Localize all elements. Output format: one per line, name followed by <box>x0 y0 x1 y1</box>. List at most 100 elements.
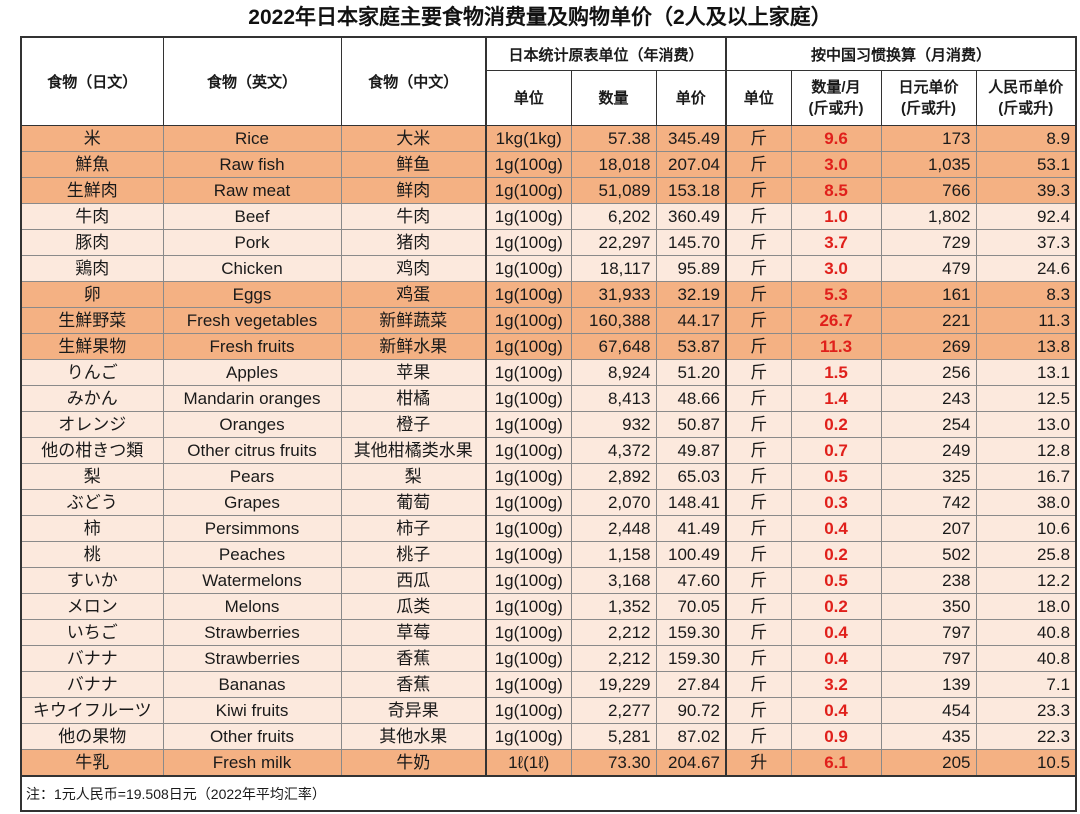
cell-japanese-name: オレンジ <box>20 411 164 438</box>
cell-monthly-quantity: 3.2 <box>790 671 882 698</box>
cell-japanese-name: ぶどう <box>20 489 164 516</box>
cell-english-name: Fresh fruits <box>162 333 342 360</box>
cell-chinese-name: 奇异果 <box>340 697 487 724</box>
header-group-converted: 按中国习惯换算（月消费） <box>725 36 1077 71</box>
cell-unit-price: 207.04 <box>655 151 727 178</box>
cell-cny-price: 8.9 <box>975 125 1077 152</box>
cell-converted-unit: 斤 <box>725 333 792 360</box>
cell-annual-quantity: 51,089 <box>570 177 657 204</box>
table-row: りんご Apples 苹果 1g(100g) 8,924 51.20 斤 1.5 256 13.1 <box>20 359 1077 386</box>
cell-original-unit: 1g(100g) <box>485 567 572 594</box>
cell-jpy-price: 742 <box>880 489 977 516</box>
cell-monthly-quantity: 1.4 <box>790 385 882 412</box>
cell-chinese-name: 柑橘 <box>340 385 487 412</box>
cell-converted-unit: 斤 <box>725 515 792 542</box>
cell-original-unit: 1g(100g) <box>485 463 572 490</box>
table-row: 梨 Pears 梨 1g(100g) 2,892 65.03 斤 0.5 325 16.7 <box>20 463 1077 490</box>
header-cny-price-label: 人民币单价 <box>988 79 1064 96</box>
cell-english-name: Pork <box>162 229 342 256</box>
cell-cny-price: 40.8 <box>975 645 1077 672</box>
cell-cny-price: 7.1 <box>975 671 1077 698</box>
cell-converted-unit: 斤 <box>725 385 792 412</box>
cell-unit-price: 345.49 <box>655 125 727 152</box>
table-header: 食物（日文） 食物（英文） 食物（中文） 日本统计原表单位（年消费） 按中国习惯… <box>20 36 1077 126</box>
cell-original-unit: 1g(100g) <box>485 645 572 672</box>
header-annual-quantity: 数量 <box>570 70 657 126</box>
cell-unit-price: 51.20 <box>655 359 727 386</box>
cell-japanese-name: 梨 <box>20 463 164 490</box>
cell-unit-price: 204.67 <box>655 749 727 777</box>
cell-english-name: Fresh milk <box>162 749 342 777</box>
cell-unit-price: 87.02 <box>655 723 727 750</box>
cell-cny-price: 11.3 <box>975 307 1077 334</box>
cell-annual-quantity: 1,352 <box>570 593 657 620</box>
cell-japanese-name: 米 <box>20 125 164 152</box>
cell-unit-price: 48.66 <box>655 385 727 412</box>
cell-annual-quantity: 18,018 <box>570 151 657 178</box>
cell-original-unit: 1g(100g) <box>485 359 572 386</box>
cell-japanese-name: 鮮魚 <box>20 151 164 178</box>
cell-monthly-quantity: 3.0 <box>790 255 882 282</box>
cell-jpy-price: 729 <box>880 229 977 256</box>
cell-annual-quantity: 57.38 <box>570 125 657 152</box>
cell-annual-quantity: 2,070 <box>570 489 657 516</box>
cell-jpy-price: 797 <box>880 619 977 646</box>
cell-chinese-name: 西瓜 <box>340 567 487 594</box>
cell-monthly-quantity: 0.4 <box>790 619 882 646</box>
cell-japanese-name: バナナ <box>20 645 164 672</box>
cell-converted-unit: 斤 <box>725 177 792 204</box>
cell-japanese-name: バナナ <box>20 671 164 698</box>
cell-english-name: Eggs <box>162 281 342 308</box>
cell-original-unit: 1g(100g) <box>485 255 572 282</box>
cell-annual-quantity: 8,413 <box>570 385 657 412</box>
cell-original-unit: 1kg(1kg) <box>485 125 572 152</box>
table-row: オレンジ Oranges 橙子 1g(100g) 932 50.87 斤 0.2 254 13.0 <box>20 411 1077 438</box>
cell-converted-unit: 斤 <box>725 697 792 724</box>
header-english-name: 食物（英文） <box>162 36 342 126</box>
cell-chinese-name: 葡萄 <box>340 489 487 516</box>
cell-original-unit: 1g(100g) <box>485 619 572 646</box>
header-converted-unit: 单位 <box>725 70 792 126</box>
cell-monthly-quantity: 0.2 <box>790 541 882 568</box>
cell-english-name: Peaches <box>162 541 342 568</box>
cell-converted-unit: 斤 <box>725 281 792 308</box>
cell-converted-unit: 斤 <box>725 125 792 152</box>
cell-cny-price: 37.3 <box>975 229 1077 256</box>
cell-unit-price: 95.89 <box>655 255 727 282</box>
cell-annual-quantity: 73.30 <box>570 749 657 777</box>
cell-original-unit: 1g(100g) <box>485 593 572 620</box>
cell-english-name: Other citrus fruits <box>162 437 342 464</box>
cell-jpy-price: 502 <box>880 541 977 568</box>
cell-chinese-name: 猪肉 <box>340 229 487 256</box>
cell-annual-quantity: 67,648 <box>570 333 657 360</box>
cell-annual-quantity: 1,158 <box>570 541 657 568</box>
cell-chinese-name: 鸡肉 <box>340 255 487 282</box>
cell-japanese-name: りんご <box>20 359 164 386</box>
cell-english-name: Raw fish <box>162 151 342 178</box>
table-row: 桃 Peaches 桃子 1g(100g) 1,158 100.49 斤 0.2 502 25.8 <box>20 541 1077 568</box>
cell-unit-price: 145.70 <box>655 229 727 256</box>
header-monthly-quantity-label: 数量/月 <box>811 79 861 96</box>
cell-jpy-price: 254 <box>880 411 977 438</box>
cell-jpy-price: 161 <box>880 281 977 308</box>
cell-converted-unit: 斤 <box>725 645 792 672</box>
cell-japanese-name: すいか <box>20 567 164 594</box>
cell-original-unit: 1g(100g) <box>485 281 572 308</box>
cell-cny-price: 13.1 <box>975 359 1077 386</box>
cell-cny-price: 12.8 <box>975 437 1077 464</box>
cell-original-unit: 1g(100g) <box>485 229 572 256</box>
cell-cny-price: 13.8 <box>975 333 1077 360</box>
cell-english-name: Grapes <box>162 489 342 516</box>
cell-unit-price: 70.05 <box>655 593 727 620</box>
cell-japanese-name: 牛乳 <box>20 749 164 777</box>
cell-english-name: Bananas <box>162 671 342 698</box>
cell-cny-price: 16.7 <box>975 463 1077 490</box>
cell-original-unit: 1g(100g) <box>485 723 572 750</box>
cell-unit-price: 153.18 <box>655 177 727 204</box>
cell-cny-price: 24.6 <box>975 255 1077 282</box>
cell-chinese-name: 其他柑橘类水果 <box>340 437 487 464</box>
cell-chinese-name: 草莓 <box>340 619 487 646</box>
consumption-table: 食物（日文） 食物（英文） 食物（中文） 日本统计原表单位（年消费） 按中国习惯… <box>20 36 1078 812</box>
cell-unit-price: 90.72 <box>655 697 727 724</box>
cell-jpy-price: 1,802 <box>880 203 977 230</box>
